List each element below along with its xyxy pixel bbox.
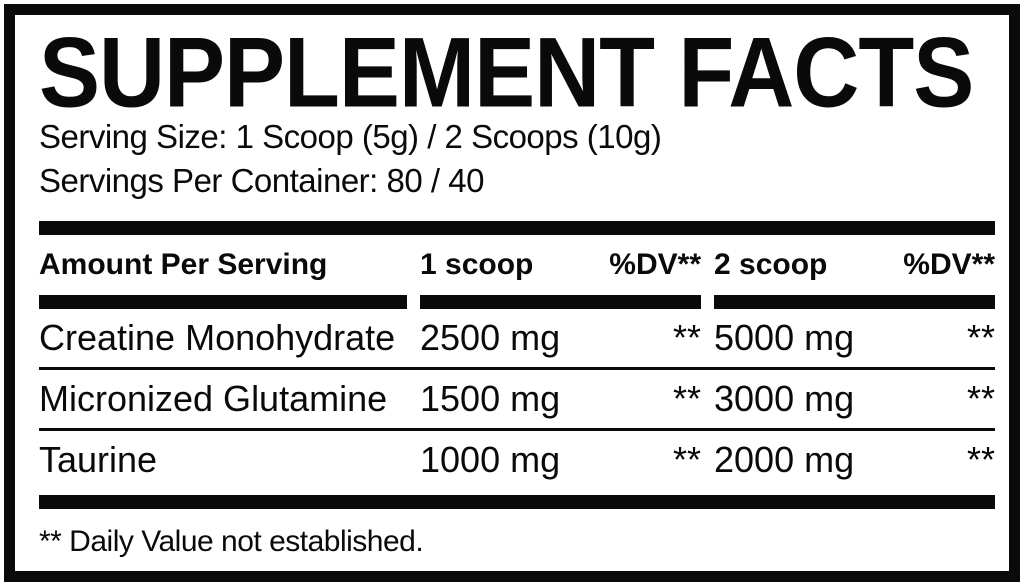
ingredient-name: Creatine Monohydrate: [39, 317, 396, 358]
ingredient-dv2: **: [966, 317, 995, 358]
underline-bar-amount: [39, 295, 407, 309]
ingredient-scoop1-amount: 2500 mg: [420, 317, 561, 358]
supplement-facts-panel: SUPPLEMENT FACTS Serving Size: 1 Scoop (…: [4, 4, 1020, 582]
table-row: Taurine 1000 mg ** 2000 mg **: [39, 431, 995, 489]
header-2-scoop: 2 scoop: [714, 248, 828, 281]
table-row: Creatine Monohydrate 2500 mg ** 5000 mg …: [39, 309, 995, 367]
panel-title: SUPPLEMENT FACTS: [39, 22, 995, 121]
header-dv-2: %DV**: [903, 248, 995, 281]
underline-bar-scoop1: [420, 295, 701, 309]
serving-info: Serving Size: 1 Scoop (5g) / 2 Scoops (1…: [39, 115, 995, 203]
ingredient-dv1: **: [672, 378, 701, 419]
underline-bar-scoop2: [714, 295, 995, 309]
servings-per-container: Servings Per Container: 80 / 40: [39, 162, 484, 199]
header-underline-bars: [39, 295, 995, 309]
panel-title-text: SUPPLEMENT FACTS: [39, 16, 974, 129]
header-1-scoop: 1 scoop: [420, 248, 534, 281]
ingredient-scoop2-amount: 2000 mg: [714, 439, 855, 480]
row-divider: [39, 367, 995, 370]
ingredient-dv1: **: [672, 317, 701, 358]
ingredient-scoop1-amount: 1000 mg: [420, 439, 561, 480]
ingredient-dv1: **: [672, 439, 701, 480]
ingredient-scoop1-amount: 1500 mg: [420, 378, 561, 419]
header-amount-per-serving: Amount Per Serving: [39, 248, 328, 281]
table-row: Micronized Glutamine 1500 mg ** 3000 mg …: [39, 370, 995, 428]
row-divider: [39, 428, 995, 431]
ingredient-dv2: **: [966, 439, 995, 480]
serving-size: Serving Size: 1 Scoop (5g) / 2 Scoops (1…: [39, 118, 662, 155]
ingredient-scoop2-amount: 5000 mg: [714, 317, 855, 358]
ingredient-name: Taurine: [39, 439, 158, 480]
table-header-row: Amount Per Serving 1 scoop %DV** 2 scoop…: [39, 235, 995, 283]
header-dv-1: %DV**: [609, 248, 701, 281]
top-divider-bar: [39, 221, 995, 235]
daily-value-footnote: ** Daily Value not established.: [39, 525, 424, 558]
ingredient-scoop2-amount: 3000 mg: [714, 378, 855, 419]
ingredient-dv2: **: [966, 378, 995, 419]
ingredient-name: Micronized Glutamine: [39, 378, 388, 419]
bottom-divider-bar: [39, 495, 995, 509]
